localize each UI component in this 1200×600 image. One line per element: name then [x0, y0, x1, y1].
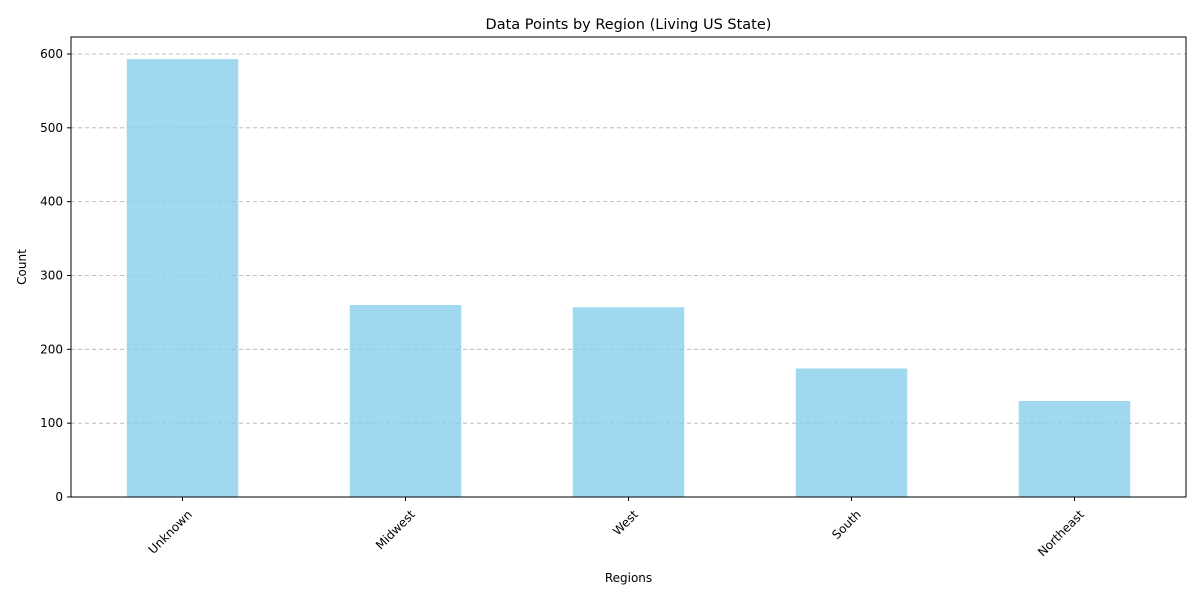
- x-axis-title: Regions: [605, 571, 652, 585]
- y-tick-label: 500: [40, 121, 63, 135]
- bar-midwest: [349, 305, 462, 497]
- y-tick-label: 300: [40, 268, 63, 282]
- y-tick-label: 400: [40, 195, 63, 209]
- y-axis-ticks: 0 100 200 300 400 500 600: [40, 47, 71, 504]
- y-tick-label: 200: [40, 342, 63, 356]
- x-tick-label: Midwest: [373, 507, 418, 552]
- bars: [126, 59, 1131, 498]
- bar-west: [572, 307, 685, 497]
- y-tick-label: 0: [55, 490, 63, 504]
- y-axis-title: Count: [15, 249, 29, 285]
- bar-unknown: [126, 59, 239, 498]
- bar-south: [795, 368, 908, 497]
- grid-lines: [71, 53, 1186, 424]
- y-tick-label: 100: [40, 416, 63, 430]
- bar-northeast: [1018, 401, 1131, 497]
- y-tick-label: 600: [40, 47, 63, 61]
- x-tick-label: West: [610, 507, 641, 538]
- x-tick-label: Northeast: [1035, 507, 1087, 559]
- x-axis-ticks: Unknown Midwest West South Northeast: [146, 497, 1087, 559]
- chart-title: Data Points by Region (Living US State): [486, 17, 772, 33]
- x-tick-label: Unknown: [146, 507, 195, 556]
- x-tick-label: South: [829, 507, 864, 542]
